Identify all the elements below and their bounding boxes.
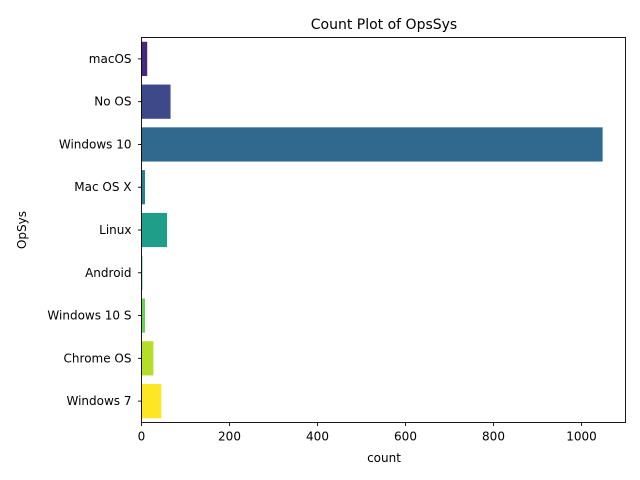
y-axis-label: OpSys — [15, 211, 29, 249]
y-tick-label-no-os: No OS — [94, 95, 131, 109]
x-axis-label: count — [367, 451, 401, 465]
x-tick-label-1000: 1000 — [566, 430, 597, 444]
bar-mac-os-x — [141, 170, 146, 205]
x-axis-ticks: 0 200 400 600 800 1000 — [138, 422, 597, 444]
bar-no-os — [141, 84, 171, 119]
bar-windows-10 — [141, 127, 603, 162]
y-tick-label-windows-10: Windows 10 — [59, 137, 132, 151]
x-tick-label-200: 200 — [218, 430, 241, 444]
bar-linux — [141, 212, 168, 248]
bar-windows-7 — [141, 384, 162, 419]
bar-chrome-os — [141, 341, 154, 376]
y-axis-ticks: macOS No OS Windows 10 Mac OS X Linux Android… — [47, 52, 142, 408]
x-tick-label-600: 600 — [394, 430, 417, 444]
x-tick-label-0: 0 — [138, 430, 146, 444]
y-tick-label-macos: macOS — [89, 52, 132, 66]
y-tick-label-chrome-os: Chrome OS — [64, 351, 132, 365]
y-tick-label-mac-os-x: Mac OS X — [74, 180, 131, 194]
bar-windows-10-s — [141, 298, 146, 333]
bar-group — [141, 41, 603, 419]
chart-title: Count Plot of OpsSys — [311, 17, 457, 33]
x-tick-label-400: 400 — [306, 430, 329, 444]
y-tick-label-linux: Linux — [99, 223, 131, 237]
y-tick-label-windows-7: Windows 7 — [66, 394, 131, 408]
y-tick-label-windows-10-s: Windows 10 S — [47, 309, 131, 323]
x-tick-label-800: 800 — [482, 430, 505, 444]
plot-frame — [141, 37, 626, 423]
y-tick-label-android: Android — [85, 266, 131, 280]
bar-macos — [141, 41, 148, 76]
